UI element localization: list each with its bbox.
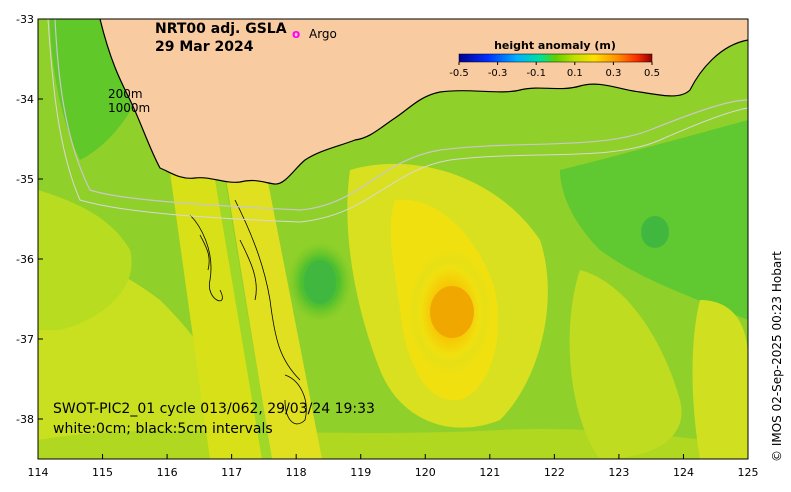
colorbar-tick-label: -0.3 (488, 68, 508, 79)
swath-contour (189, 214, 223, 302)
swath-contour (234, 199, 301, 381)
swath-left-band (170, 172, 262, 459)
swath-contour (239, 239, 257, 301)
warm-eddy-center (430, 286, 474, 338)
cold-eddy-east (641, 216, 669, 248)
colorbar-gradient (458, 53, 653, 63)
map-panel (38, 19, 748, 459)
colorbar-tick-label: 0.1 (567, 68, 583, 79)
swath-caption: SWOT-PIC2_01 cycle 013/062, 29/03/24 19:… (53, 401, 375, 417)
lon-tick-label: 118 (286, 466, 307, 479)
cold-eddy-core (304, 260, 336, 304)
map-frame (37, 18, 749, 460)
lat-tick-label: -36 (16, 253, 34, 266)
lon-tick-label: 116 (157, 466, 178, 479)
latitude-axis: -33 -34 -35 -36 -37 -38 (16, 13, 43, 426)
longitude-axis: 114 115 116 117 118 119 120 121 122 123 124 125 (28, 454, 759, 479)
swot-swath (170, 172, 322, 459)
lat-tick-label: -37 (16, 333, 34, 346)
lat-tick-label: -35 (16, 173, 34, 186)
lon-tick-label: 122 (544, 466, 565, 479)
lon-tick-label: 119 (350, 466, 371, 479)
lat-tick-label: -38 (16, 413, 34, 426)
lon-tick-label: 124 (673, 466, 694, 479)
isobath-1000m (47, 19, 748, 223)
map-title: NRT00 adj. GSLA (155, 21, 287, 37)
height-anomaly-colorbar: height anomaly (m) -0.5 -0.3 -0.1 0.1 0.3 0.5 (449, 39, 660, 79)
swath-nadir-gap (215, 180, 272, 459)
lon-tick-label: 125 (738, 466, 759, 479)
anomaly-yellow-far-east (692, 300, 748, 459)
lon-tick-label: 117 (221, 466, 242, 479)
lon-tick-label: 121 (479, 466, 500, 479)
colorbar-tick-label: 0.5 (644, 68, 660, 79)
imos-credit: © IMOS 02-Sep-2025 00:23 Hobart (770, 251, 784, 462)
colorbar-title: height anomaly (m) (494, 39, 616, 52)
colorbar-tick-label: -0.1 (526, 68, 546, 79)
swath-right-band (225, 172, 322, 459)
isobath-label-200m: 200m (108, 87, 143, 101)
isobath-label-1000m: 1000m (108, 101, 150, 115)
anomaly-yellow-west (38, 190, 132, 330)
coastline (99, 19, 748, 185)
isobath-200m (54, 19, 748, 211)
contour-caption: white:0cm; black:5cm intervals (53, 421, 273, 437)
colorbar-tick-label: -0.5 (449, 68, 469, 79)
lat-tick-label: -34 (16, 93, 34, 106)
swath-contour (284, 374, 307, 425)
lat-tick-label: -33 (16, 13, 34, 26)
argo-marker-icon: o (292, 27, 300, 41)
colorbar-tick-label: 0.3 (605, 68, 621, 79)
anomaly-yellow-east (569, 270, 682, 459)
colorbar-ticks: -0.5 -0.3 -0.1 0.1 0.3 0.5 (449, 62, 660, 79)
lon-tick-label: 120 (415, 466, 436, 479)
lon-tick-label: 114 (28, 466, 49, 479)
argo-label: Argo (309, 27, 337, 41)
lon-tick-label: 123 (608, 466, 629, 479)
lon-tick-label: 115 (92, 466, 113, 479)
swath-contour (199, 234, 210, 271)
map-date: 29 Mar 2024 (155, 39, 254, 55)
